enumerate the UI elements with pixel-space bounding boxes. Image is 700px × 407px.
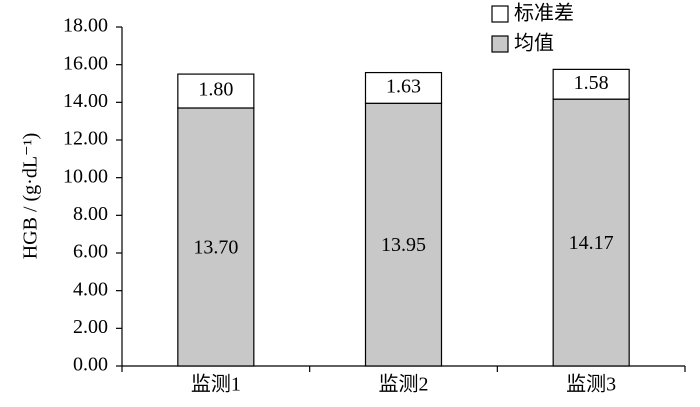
y-tick-label: 6.00 xyxy=(73,241,108,263)
bar-segment xyxy=(177,107,255,367)
y-tick-label: 12.00 xyxy=(63,128,108,150)
data-label: 1.58 xyxy=(574,72,609,94)
data-label: 14.17 xyxy=(569,232,614,254)
legend-swatch xyxy=(491,35,509,53)
y-tick-label: 10.00 xyxy=(63,165,108,187)
data-label: 1.80 xyxy=(198,79,233,101)
bar-segment xyxy=(552,98,630,367)
y-tick-label: 18.00 xyxy=(63,15,108,37)
x-tick-label: 监测1 xyxy=(191,373,241,396)
y-tick-label: 14.00 xyxy=(63,90,108,112)
y-tick-label: 16.00 xyxy=(63,52,108,74)
bar-segment xyxy=(364,102,443,367)
x-tick-label: 监测2 xyxy=(379,373,429,396)
legend-label: 标准差 xyxy=(514,2,574,25)
x-tick-label: 监测3 xyxy=(566,373,616,396)
y-axis-label: HGB / (g·dL⁻¹) xyxy=(20,133,42,260)
data-label: 13.70 xyxy=(193,237,238,259)
legend-label: 均值 xyxy=(514,32,554,55)
y-tick-label: 4.00 xyxy=(73,278,108,300)
data-label: 1.63 xyxy=(386,76,421,98)
y-tick-label: 8.00 xyxy=(73,203,108,225)
legend-swatch xyxy=(491,5,509,23)
y-tick-label: 0.00 xyxy=(73,354,108,376)
bar-segment xyxy=(177,73,255,109)
data-label: 13.95 xyxy=(381,234,426,256)
bar-segment xyxy=(364,71,443,104)
y-tick-label: 2.00 xyxy=(73,316,108,338)
bar-segment xyxy=(552,68,630,100)
